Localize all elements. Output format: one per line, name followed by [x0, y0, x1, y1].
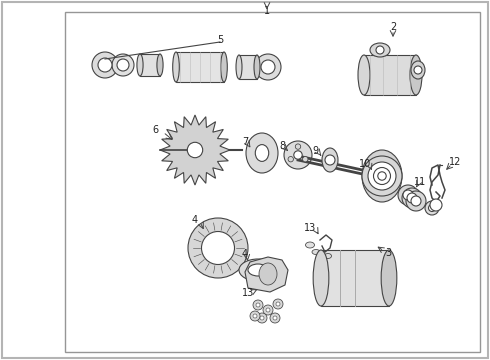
Text: 4: 4	[192, 215, 198, 225]
Circle shape	[425, 201, 439, 215]
Circle shape	[378, 172, 386, 180]
Ellipse shape	[220, 52, 227, 82]
Ellipse shape	[324, 253, 332, 258]
Text: 8: 8	[279, 141, 285, 151]
Text: 9: 9	[312, 146, 318, 156]
Polygon shape	[160, 115, 230, 185]
Ellipse shape	[322, 148, 338, 172]
Ellipse shape	[255, 145, 269, 161]
Ellipse shape	[239, 259, 277, 281]
Circle shape	[411, 196, 421, 206]
Circle shape	[250, 311, 260, 321]
Bar	[65, 12, 480, 352]
Circle shape	[406, 191, 426, 211]
Circle shape	[325, 155, 335, 165]
Circle shape	[257, 313, 267, 323]
Circle shape	[295, 144, 301, 149]
Bar	[364, 55, 416, 95]
Circle shape	[188, 218, 248, 278]
Ellipse shape	[259, 263, 277, 285]
Circle shape	[376, 46, 384, 54]
Circle shape	[428, 204, 436, 212]
Circle shape	[253, 300, 263, 310]
Circle shape	[402, 188, 422, 208]
Bar	[176, 52, 224, 82]
Ellipse shape	[381, 250, 397, 306]
Ellipse shape	[362, 150, 402, 202]
Text: 11: 11	[414, 177, 426, 187]
Polygon shape	[245, 257, 288, 292]
Circle shape	[201, 231, 235, 265]
Circle shape	[374, 168, 390, 184]
Text: 13: 13	[242, 288, 254, 298]
Circle shape	[414, 66, 422, 74]
Circle shape	[261, 60, 275, 74]
Circle shape	[294, 151, 302, 159]
Circle shape	[255, 54, 281, 80]
Ellipse shape	[246, 133, 278, 173]
Ellipse shape	[411, 61, 425, 79]
Bar	[140, 54, 160, 76]
Circle shape	[407, 193, 417, 203]
Circle shape	[263, 305, 273, 315]
Circle shape	[273, 299, 283, 309]
Circle shape	[253, 314, 257, 318]
Ellipse shape	[254, 55, 260, 79]
Text: 1: 1	[264, 6, 270, 16]
Ellipse shape	[248, 264, 268, 276]
Ellipse shape	[157, 54, 163, 76]
Text: 4: 4	[242, 249, 248, 259]
Text: 5: 5	[217, 35, 223, 45]
Text: 12: 12	[449, 157, 461, 167]
Circle shape	[112, 54, 134, 76]
Circle shape	[273, 316, 277, 320]
Circle shape	[288, 157, 294, 162]
Circle shape	[117, 59, 129, 71]
Circle shape	[98, 58, 112, 72]
Circle shape	[403, 190, 413, 200]
Circle shape	[260, 316, 264, 320]
Circle shape	[266, 308, 270, 312]
Text: 10: 10	[359, 159, 371, 169]
Circle shape	[270, 313, 280, 323]
Circle shape	[276, 302, 280, 306]
Text: 3: 3	[385, 248, 391, 258]
Circle shape	[256, 303, 260, 307]
Ellipse shape	[358, 55, 370, 95]
Text: 13: 13	[304, 223, 316, 233]
Circle shape	[373, 167, 391, 185]
Text: 2: 2	[390, 22, 396, 32]
Ellipse shape	[236, 55, 242, 79]
Ellipse shape	[305, 242, 315, 248]
Bar	[321, 250, 389, 306]
Ellipse shape	[312, 249, 320, 255]
Ellipse shape	[374, 166, 390, 186]
Circle shape	[368, 162, 396, 190]
Ellipse shape	[370, 43, 390, 57]
Circle shape	[92, 52, 118, 78]
Ellipse shape	[137, 54, 143, 76]
Text: 6: 6	[152, 125, 158, 135]
Circle shape	[398, 185, 418, 205]
Circle shape	[284, 141, 312, 169]
Circle shape	[362, 156, 402, 196]
Circle shape	[187, 142, 203, 158]
Text: 7: 7	[242, 137, 248, 147]
Ellipse shape	[172, 52, 179, 82]
Circle shape	[369, 163, 395, 189]
Circle shape	[303, 157, 308, 162]
Ellipse shape	[410, 55, 422, 95]
Bar	[239, 55, 257, 79]
Circle shape	[430, 199, 442, 211]
Ellipse shape	[313, 250, 329, 306]
